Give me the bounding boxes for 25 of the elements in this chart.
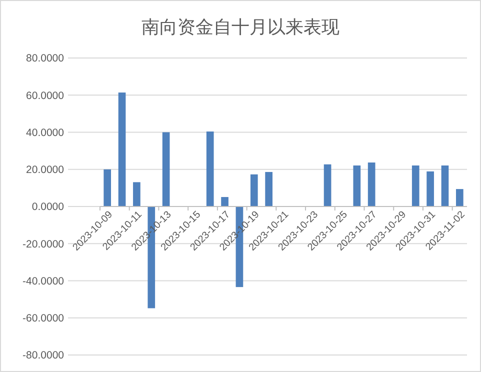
y-tick-label: -80.0000 (22, 350, 64, 362)
bar (162, 132, 170, 206)
chart-title: 南向资金自十月以来表现 (142, 17, 340, 37)
bar (456, 189, 464, 206)
bar (206, 132, 214, 206)
bar (133, 182, 140, 206)
bar (221, 197, 228, 206)
bar (441, 165, 449, 206)
y-tick-label: -20.0000 (22, 238, 64, 250)
y-tick-label: 60.0000 (26, 90, 64, 102)
bar (118, 92, 126, 206)
bar (353, 165, 361, 206)
bar (324, 164, 332, 206)
y-tick-label: 0.0000 (32, 201, 64, 214)
y-tick-label: -60.0000 (22, 312, 64, 325)
bar (265, 172, 272, 206)
y-tick-label: -40.0000 (22, 275, 64, 288)
bar (104, 169, 112, 206)
y-tick-label: 20.0000 (26, 164, 64, 176)
bar (426, 171, 434, 206)
bar (412, 165, 420, 206)
bar (250, 174, 258, 206)
bar (368, 162, 376, 206)
y-tick-label: 80.0000 (26, 52, 64, 65)
y-tick-label: 40.0000 (26, 126, 64, 139)
